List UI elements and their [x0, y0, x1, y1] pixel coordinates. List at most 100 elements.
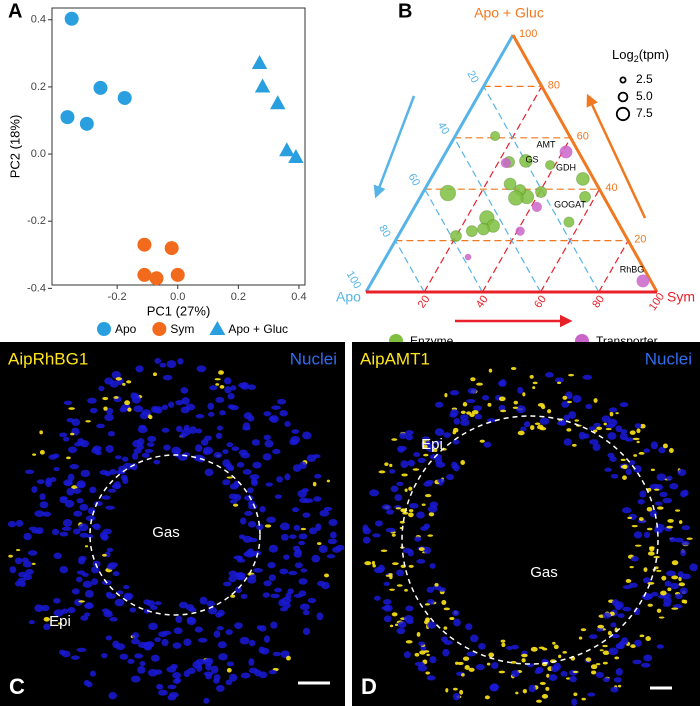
- nucleus: [569, 675, 577, 683]
- nucleus: [640, 662, 651, 668]
- signal-speck: [230, 594, 236, 598]
- nucleus: [239, 636, 250, 645]
- nucleus: [459, 414, 469, 421]
- nucleus: [268, 544, 279, 553]
- nucleus: [528, 684, 536, 693]
- nucleus: [174, 677, 182, 684]
- nucleus: [298, 578, 308, 585]
- nucleus: [434, 401, 444, 408]
- nucleus: [452, 609, 460, 617]
- nucleus: [154, 358, 162, 364]
- signal-speck: [396, 584, 403, 587]
- nucleus: [53, 552, 62, 560]
- signal-speck: [453, 687, 458, 691]
- nucleus: [563, 438, 572, 446]
- nucleus: [312, 454, 321, 459]
- nucleus: [475, 663, 485, 671]
- signal-speck: [441, 600, 447, 606]
- signal-speck: [39, 430, 43, 435]
- signal-speck: [39, 450, 45, 455]
- point: [503, 177, 517, 191]
- nucleus: [474, 413, 483, 420]
- nucleus: [234, 622, 243, 629]
- nucleus: [242, 468, 252, 475]
- nucleus: [568, 411, 577, 419]
- nucleus: [248, 639, 256, 647]
- nucleus: [123, 594, 133, 601]
- signal-speck: [421, 503, 426, 506]
- nucleus: [561, 401, 570, 408]
- signal-speck: [599, 649, 604, 652]
- signal-speck: [422, 440, 426, 444]
- nucleus: [31, 529, 41, 534]
- signal-speck: [486, 662, 491, 666]
- nucleus: [670, 582, 679, 590]
- nucleus: [73, 510, 83, 517]
- nucleus: [264, 439, 274, 448]
- nucleus: [34, 510, 45, 518]
- signal-speck: [455, 661, 459, 665]
- nucleus: [609, 407, 618, 413]
- signal-speck: [547, 409, 552, 414]
- nucleus: [249, 474, 260, 480]
- nucleus: [375, 520, 383, 527]
- y-tick-label: 0.0: [31, 148, 46, 160]
- nucleus: [154, 601, 162, 606]
- nucleus: [39, 501, 49, 509]
- tick-label: 60: [577, 131, 589, 143]
- signal-speck: [460, 410, 466, 415]
- nucleus: [219, 410, 226, 416]
- nucleus: [332, 546, 342, 553]
- nucleus: [186, 616, 196, 624]
- nucleus: [199, 596, 208, 605]
- nucleus: [615, 425, 623, 433]
- nucleus: [418, 641, 425, 646]
- signal-speck: [515, 691, 519, 695]
- nucleus: [608, 647, 619, 656]
- nucleus: [263, 580, 272, 587]
- x-tick-label: 0.2: [231, 291, 246, 303]
- y-tick-label: -0.4: [27, 282, 46, 294]
- nucleus: [119, 653, 129, 660]
- nucleus: [443, 432, 451, 438]
- signal-speck: [629, 566, 634, 569]
- nucleus: [300, 568, 308, 573]
- tick-label: 20: [464, 69, 481, 86]
- nucleus: [307, 597, 317, 604]
- signal-speck: [394, 623, 399, 627]
- nucleus: [673, 537, 684, 543]
- nucleus: [446, 473, 455, 481]
- nucleus: [76, 576, 83, 583]
- grid-line: [453, 137, 542, 293]
- nuclei-label: Nuclei: [290, 349, 337, 368]
- nucleus: [553, 662, 561, 671]
- nucleus: [483, 441, 492, 448]
- nucleus: [423, 523, 430, 529]
- nucleus: [183, 638, 192, 647]
- signal-speck: [457, 661, 464, 666]
- signal-speck: [124, 400, 131, 406]
- signal-speck: [532, 381, 538, 385]
- nucleus: [178, 601, 189, 609]
- nucleus: [643, 531, 651, 539]
- signal-speck: [214, 378, 221, 381]
- grid-line: [483, 86, 600, 293]
- nucleus: [650, 441, 659, 450]
- nucleus: [42, 511, 52, 517]
- nucleus: [610, 622, 617, 628]
- nucleus: [247, 520, 257, 528]
- signal-speck: [646, 527, 653, 531]
- signal-speck: [402, 511, 409, 515]
- nucleus: [318, 545, 328, 553]
- nucleus: [262, 592, 270, 598]
- nucleus: [563, 414, 570, 421]
- nucleus: [161, 638, 169, 647]
- annotation: GDH: [556, 162, 576, 172]
- nucleus: [59, 496, 68, 501]
- nucleus: [69, 463, 79, 470]
- nucleus: [249, 574, 257, 580]
- signal-speck: [476, 382, 483, 386]
- signal-speck: [653, 488, 660, 491]
- nucleus: [166, 360, 177, 369]
